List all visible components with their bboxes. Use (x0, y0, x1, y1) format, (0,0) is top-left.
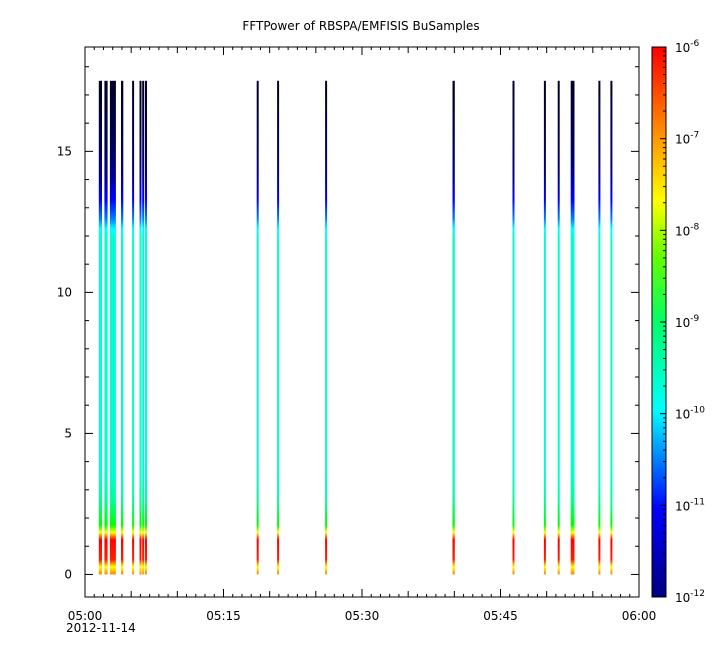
colorbar: 10-12 10-11 10-10 10-9 10-8 10-7 10-6 (651, 39, 705, 605)
x-tick-label: 05:30 (345, 609, 380, 623)
x-tick-label: 05:45 (483, 609, 518, 623)
spectrum-column (113, 80, 116, 575)
colorbar-tick-label: 10-12 (675, 589, 705, 605)
spectrum-column (598, 80, 601, 575)
colorbar-tick-label: 10-9 (675, 314, 700, 330)
spectrum-column (139, 80, 142, 575)
spectrum-column (132, 80, 135, 575)
spectrum-column (557, 80, 560, 575)
spectrum-column (452, 80, 455, 575)
plot-frame (84, 46, 640, 598)
spectrum-column (121, 80, 124, 575)
y-tick-label: 5 (64, 426, 72, 440)
x-tick-label: 05:00 (68, 609, 103, 623)
colorbar-tick-label: 10-8 (675, 222, 700, 238)
colorbar-tick-label: 10-10 (675, 406, 705, 422)
spectrum-column (256, 80, 259, 575)
y-tick-label: 0 (64, 567, 72, 581)
spectrum-column (572, 80, 575, 575)
colorbar-tick-label: 10-7 (675, 131, 699, 147)
spectrum-column (512, 80, 515, 575)
spectrum-column (325, 80, 328, 575)
y-axis: 0 5 10 15 (57, 66, 639, 581)
spectrum-column (109, 80, 115, 575)
chart-title: FFTPower of RBSPA/EMFISIS BuSamples (242, 19, 479, 33)
spectrum-column (104, 80, 108, 575)
colorbar-tick-label: 10-6 (675, 39, 700, 55)
colorbar-ticks: 10-12 10-11 10-10 10-9 10-8 10-7 10-6 (660, 39, 705, 605)
spectrum-column (98, 80, 102, 575)
x-date-label: 2012-11-14 (66, 621, 136, 635)
spectrum-column (277, 80, 280, 575)
spectrum-column (142, 80, 145, 575)
x-axis: 05:00 05:15 05:30 05:45 06:00 (68, 47, 657, 623)
y-tick-label: 15 (57, 144, 72, 158)
plot-area (98, 80, 613, 575)
spectrum-column (570, 80, 573, 575)
x-tick-label: 06:00 (622, 609, 657, 623)
spectrum-column (145, 80, 147, 575)
x-tick-label: 05:15 (206, 609, 241, 623)
spectrum-column (543, 80, 546, 575)
spectrum-column (610, 80, 613, 575)
colorbar-tick-label: 10-11 (675, 497, 705, 513)
y-tick-label: 10 (57, 285, 72, 299)
